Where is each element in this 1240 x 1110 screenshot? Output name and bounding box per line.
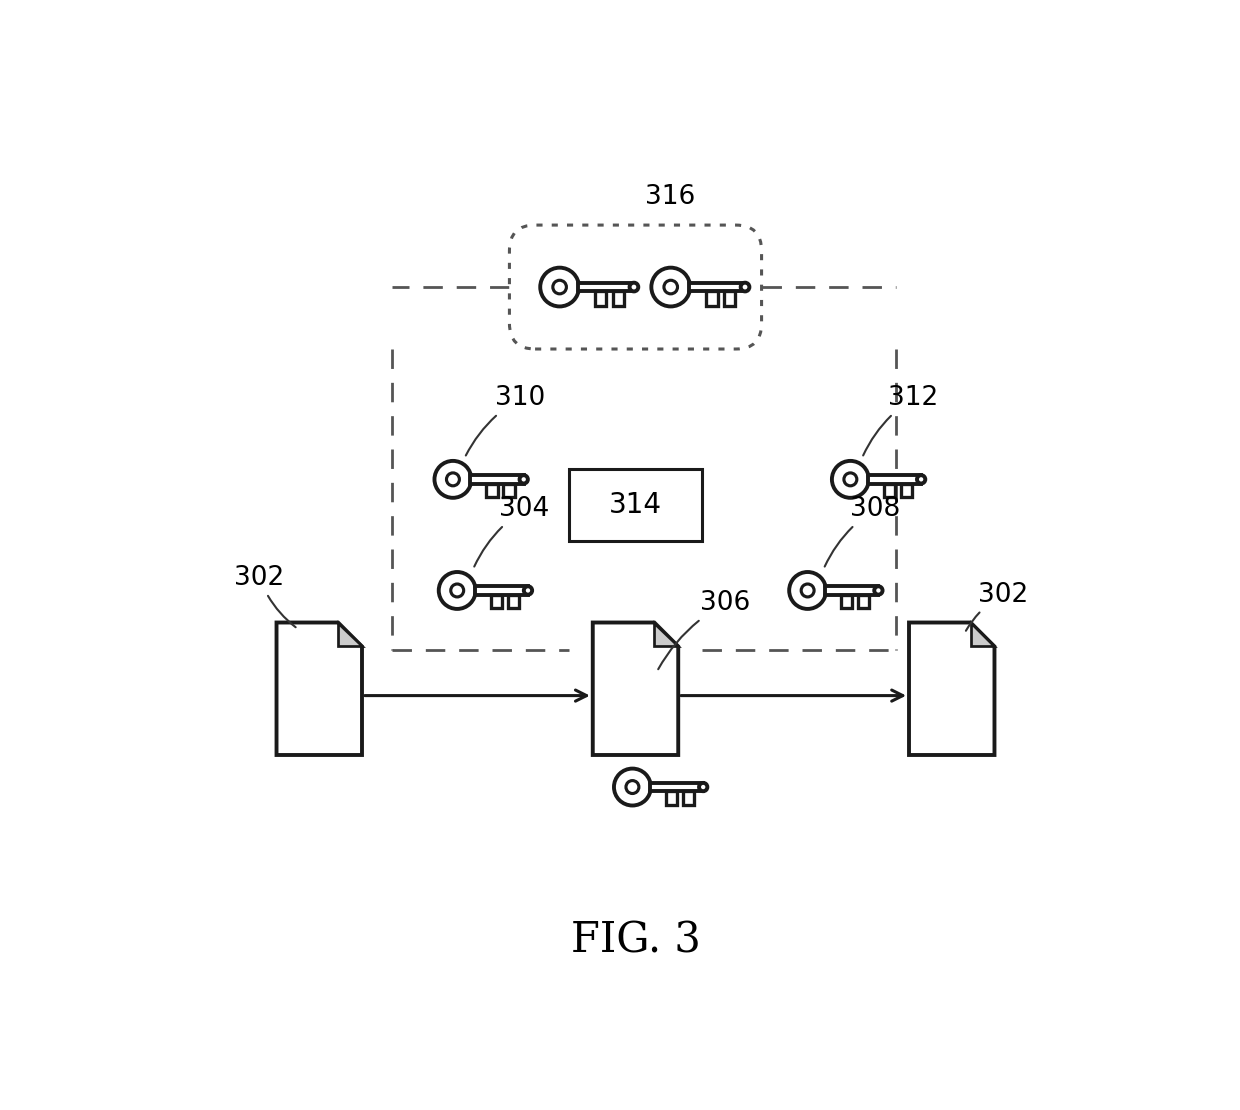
Circle shape xyxy=(874,586,883,595)
Circle shape xyxy=(523,586,532,595)
Bar xyxy=(901,484,911,497)
Circle shape xyxy=(630,283,639,292)
Bar xyxy=(578,283,634,292)
Bar xyxy=(491,595,502,608)
Bar xyxy=(689,283,745,292)
Bar xyxy=(683,791,694,805)
Text: 308: 308 xyxy=(825,496,900,566)
Bar xyxy=(470,475,523,484)
Circle shape xyxy=(918,475,925,484)
Bar xyxy=(858,595,869,608)
Text: 314: 314 xyxy=(609,491,662,519)
Bar xyxy=(868,475,921,484)
Bar xyxy=(884,484,895,497)
Text: FIG. 3: FIG. 3 xyxy=(570,920,701,962)
Bar xyxy=(507,595,518,608)
Bar xyxy=(825,586,878,595)
Bar xyxy=(650,783,703,791)
Polygon shape xyxy=(971,623,994,646)
Bar xyxy=(569,468,702,542)
Circle shape xyxy=(740,283,749,292)
Bar xyxy=(595,292,606,305)
Text: 302: 302 xyxy=(234,565,295,627)
Bar xyxy=(475,586,528,595)
Polygon shape xyxy=(655,623,678,646)
Text: 302: 302 xyxy=(966,582,1028,630)
Bar xyxy=(486,484,497,497)
Bar xyxy=(724,292,735,305)
Bar xyxy=(666,791,677,805)
Bar xyxy=(841,595,852,608)
Polygon shape xyxy=(909,623,994,755)
Polygon shape xyxy=(593,623,678,755)
Bar xyxy=(613,292,624,305)
Text: 310: 310 xyxy=(466,385,546,455)
FancyBboxPatch shape xyxy=(510,225,761,349)
Polygon shape xyxy=(339,623,362,646)
Text: 316: 316 xyxy=(645,183,694,210)
Text: 304: 304 xyxy=(474,496,549,566)
Bar xyxy=(503,484,515,497)
Text: 312: 312 xyxy=(863,385,939,455)
Circle shape xyxy=(699,783,707,791)
Bar xyxy=(706,292,718,305)
Polygon shape xyxy=(277,623,362,755)
Text: 306: 306 xyxy=(658,591,750,669)
Circle shape xyxy=(520,475,528,484)
